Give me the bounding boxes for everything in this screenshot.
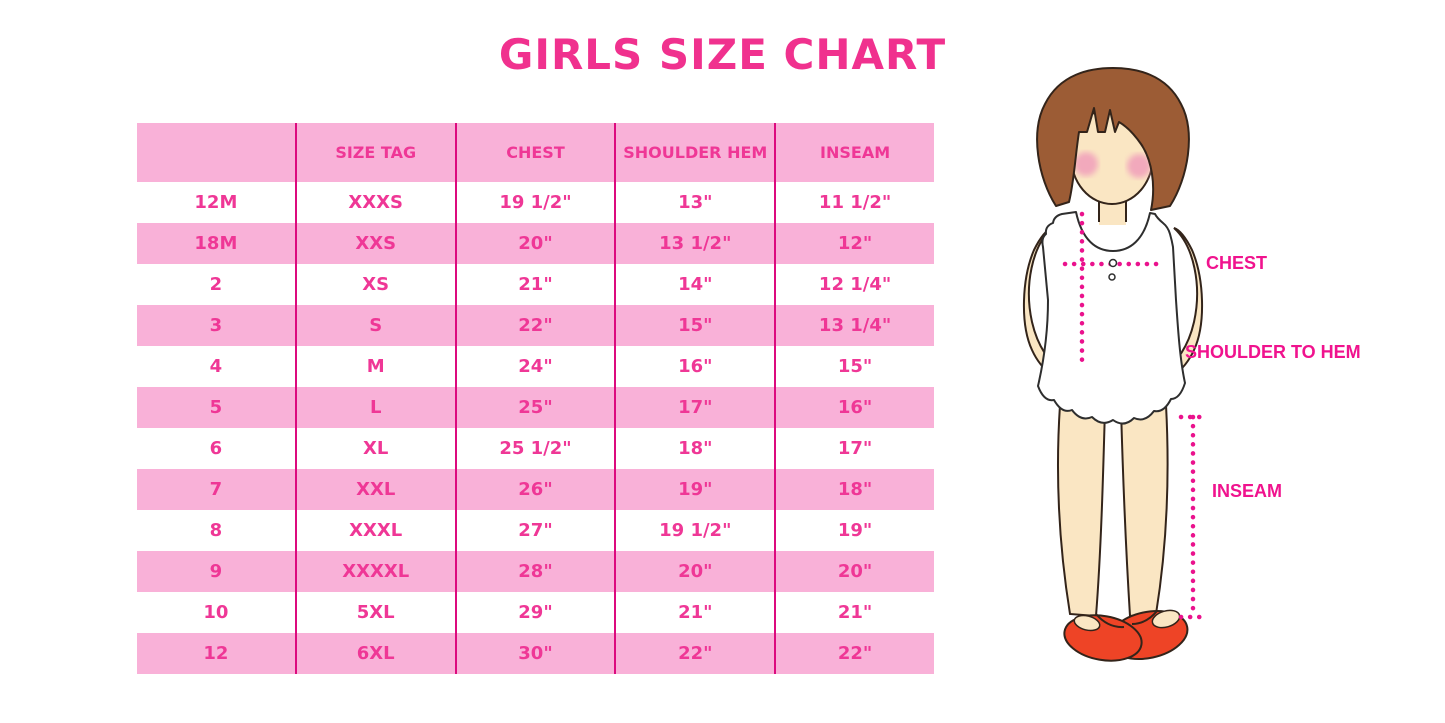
cell-inseam: 16" [837,397,873,418]
cell-shoulder-hem: 13" [616,182,777,223]
cell-size-tag: M [297,346,457,387]
cell-size-tag: XS [297,264,457,305]
cell-inseam: 18" [837,479,873,500]
cell-shoulder-hem: 22" [616,633,777,674]
left-leg-shape [1057,403,1107,618]
cell-size: 7 [137,469,297,510]
table-row: 4 M 24" 16" 15" [137,346,934,387]
table-row: 6 XL 25 1/2" 18" 17" [137,428,934,469]
girl-measurement-illustration [1022,67,1208,662]
cell-inseam: 20" [837,561,873,582]
cell-inseam: 15" [837,356,873,377]
dress-button-bottom [1108,273,1116,281]
table-row: 10 5XL 29" 21" 21" [137,592,934,633]
cell-size: 2 [137,264,297,305]
cell-size-tag: XXXS [297,182,457,223]
cell-size: 12 [137,633,297,674]
shoulder-to-hem-label: SHOULDER TO HEM [1185,342,1361,362]
cell-shoulder-hem: 16" [616,346,777,387]
cell-size: 6 [137,428,297,469]
cell-chest: 28" [457,551,617,592]
table-row: 9 XXXXL 28" 20" 20" [137,551,934,592]
cell-chest: 30" [457,633,617,674]
header-cell: CHEST [457,123,617,182]
cell-size: 3 [137,305,297,346]
cell-size-tag: XXXXL [297,551,457,592]
cell-size: 10 [137,592,297,633]
cell-chest: 20" [457,223,617,264]
table-row: 5 L 25" 17" 16" [137,387,934,428]
red-shoes [1063,609,1189,662]
cell-shoulder-hem: 14" [616,264,777,305]
blush-left [1074,152,1098,176]
cell-inseam: 12 1/4" [818,274,892,295]
cell-chest: 29" [457,592,617,633]
page-title: GIRLS SIZE CHART [498,30,947,79]
cell-size-tag: XXS [297,223,457,264]
cell-inseam: 12" [837,233,873,254]
cell-shoulder-hem: 20" [616,551,777,592]
cell-shoulder-hem: 17" [616,387,777,428]
cell-size: 18M [137,223,297,264]
inseam-label: INSEAM [1212,481,1283,501]
cell-inseam: 17" [837,438,873,459]
cell-chest: 26" [457,469,617,510]
table-row: 7 XXL 26" 19" 18" [137,469,934,510]
table-row: 12M XXXS 19 1/2" 13" 11 1/2" [137,182,934,223]
cell-chest: 21" [457,264,617,305]
cell-chest: 22" [457,305,617,346]
cell-size-tag: XL [297,428,457,469]
cell-chest: 19 1/2" [457,182,617,223]
cell-inseam: 19" [837,520,873,541]
header-cell: SIZE TAG [297,123,457,182]
cell-size: 8 [137,510,297,551]
cell-size-tag: XXXL [297,510,457,551]
blush-right [1127,154,1151,178]
size-table: SIZE TAG CHEST SHOULDER HEM INSEAM 12M X… [137,123,934,674]
cell-shoulder-hem: 13 1/2" [616,223,777,264]
cell-size-tag: XXL [297,469,457,510]
cell-chest: 24" [457,346,617,387]
cell-size-tag: 6XL [297,633,457,674]
cell-inseam: 11 1/2" [818,192,892,213]
header-cell: SHOULDER HEM [616,123,777,182]
table-row: 8 XXXL 27" 19 1/2" 19" [137,510,934,551]
cell-chest: 27" [457,510,617,551]
header-cell: INSEAM [820,143,891,162]
cell-size: 9 [137,551,297,592]
cell-shoulder-hem: 15" [616,305,777,346]
cell-size: 4 [137,346,297,387]
cell-shoulder-hem: 19" [616,469,777,510]
cell-size-tag: S [297,305,457,346]
table-row: 2 XS 21" 14" 12 1/4" [137,264,934,305]
cell-size: 5 [137,387,297,428]
table-row: 12 6XL 30" 22" 22" [137,633,934,674]
dress-button-top [1108,258,1118,268]
dress-shape [1037,211,1186,425]
cell-shoulder-hem: 19 1/2" [616,510,777,551]
cell-size-tag: 5XL [297,592,457,633]
cell-size: 12M [137,182,297,223]
right-leg-shape [1119,403,1169,618]
header-cell [137,123,297,182]
table-row: 3 S 22" 15" 13 1/4" [137,305,934,346]
chest-label: CHEST [1206,253,1268,273]
cell-size-tag: L [297,387,457,428]
cell-shoulder-hem: 18" [616,428,777,469]
cell-shoulder-hem: 21" [616,592,777,633]
cell-inseam: 13 1/4" [818,315,892,336]
table-header-row: SIZE TAG CHEST SHOULDER HEM INSEAM [137,123,934,182]
cell-chest: 25" [457,387,617,428]
cell-chest: 25 1/2" [457,428,617,469]
table-row: 18M XXS 20" 13 1/2" 12" [137,223,934,264]
hair-shape [1036,67,1190,211]
cell-inseam: 21" [837,602,873,623]
cell-inseam: 22" [837,643,873,664]
